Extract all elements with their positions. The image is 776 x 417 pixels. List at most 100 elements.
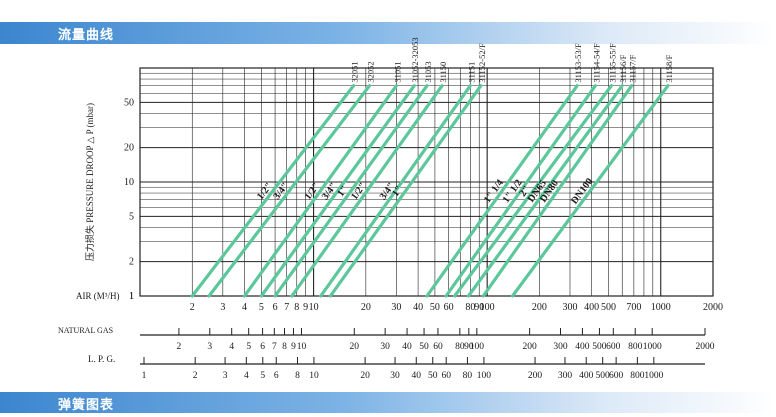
chart-grid: [139, 67, 714, 297]
series-line: [328, 84, 483, 298]
natural-gas-tick-label: 10: [297, 342, 307, 352]
series-line: [444, 84, 597, 298]
x-tick-label: 1: [129, 291, 134, 302]
x-tick-label: 90: [474, 302, 484, 313]
series-size-label: 1": [335, 184, 350, 199]
lpg-tick-label: 500: [596, 371, 611, 381]
x-tick-label: 100: [480, 302, 495, 313]
x-tick-label: 10: [309, 302, 319, 313]
x-tick-label: 200: [532, 302, 547, 313]
lpg-tick-label: 20: [360, 371, 370, 381]
lpg-tick-label: 300: [558, 371, 573, 381]
natural-gas-tick-label: 400: [575, 342, 590, 352]
lpg-tick-label: 2: [193, 371, 198, 381]
natural-gas-tick-label: 40: [402, 342, 412, 352]
natural-gas-tick-label: 2: [177, 342, 182, 352]
x-tick-label: 60: [444, 302, 454, 313]
series-line: [207, 84, 372, 298]
x-tick-label: 50: [430, 302, 440, 313]
y-tick-label: 1: [129, 291, 134, 302]
natural-gas-tick-label: 600: [606, 342, 621, 352]
lpg-tick-label: 800: [630, 371, 645, 381]
natural-gas-label: NATURAL GAS: [58, 326, 113, 335]
series-name-label: 31156/F: [618, 54, 628, 82]
x-tick-label: 40: [413, 302, 423, 313]
series-name-label: 31155-55/F: [607, 43, 617, 83]
x-tick-label: 2000: [703, 302, 723, 313]
natural-gas-tick-label: 6: [260, 342, 265, 352]
y-tick-label: 20: [124, 143, 134, 154]
lpg-tick-label: 400: [579, 371, 594, 381]
series-name-label: 32052: [366, 61, 376, 82]
series-size-label: 1": [390, 184, 405, 199]
natural-gas-tick-label: 5: [246, 342, 251, 352]
footer-band: 弹簧图表: [0, 392, 776, 413]
natural-gas-tick-label: 50: [419, 342, 429, 352]
header-band: 流量曲线: [0, 22, 776, 44]
natural-gas-tick-label: 90: [464, 342, 474, 352]
lpg-tick-label: 6: [274, 371, 279, 381]
y-tick-label: 50: [124, 97, 134, 108]
lpg-label: L. P. G.: [88, 354, 115, 364]
lpg-tick-label: 100: [477, 371, 492, 381]
series-name-label: 31154-54/F: [591, 43, 601, 83]
chart-series: [190, 84, 670, 298]
x-tick-label: 500: [601, 302, 616, 313]
series-name-label: 31158/F: [664, 54, 674, 82]
y-tick-label: 5: [129, 211, 134, 222]
series-name-label: 31052-32053: [410, 37, 420, 82]
x-tick-label: 30: [391, 302, 401, 313]
footer-title: 弹簧图表: [58, 398, 115, 413]
x-tick-label: 9: [303, 302, 308, 313]
natural-gas-tick-label: 800: [628, 342, 643, 352]
natural-gas-tick-label: 30: [380, 342, 390, 352]
natural-gas-tick-label: 4: [229, 342, 234, 352]
x-tick-label: 7: [284, 302, 289, 313]
x-tick-label: 20: [361, 302, 371, 313]
series-line: [453, 84, 614, 298]
series-name-label: 31051: [392, 61, 402, 82]
series-name-label: 31053: [423, 61, 433, 82]
natural-gas-tick-label: 200: [523, 342, 538, 352]
series-name-label: 31152-52/F: [477, 43, 487, 83]
lpg-tick-label: 200: [528, 371, 543, 381]
series-line: [466, 84, 624, 298]
x-tick-label: 80: [465, 302, 475, 313]
lpg-tick-label: 40: [412, 371, 422, 381]
series-name-label: 31157/F: [628, 54, 638, 82]
series-name-label: 31151: [466, 62, 476, 83]
natural-gas-tick-label: 60: [433, 342, 443, 352]
x-tick-label: 300: [562, 302, 577, 313]
lpg-tick-label: 30: [390, 371, 400, 381]
series-line: [190, 84, 356, 298]
x-tick-label: 400: [584, 302, 599, 313]
lpg-tick-label: 5: [260, 371, 265, 381]
natural-gas-tick-label: 20: [350, 342, 360, 352]
natural-gas-tick-label: 8: [282, 342, 287, 352]
series-name-label: 32051: [350, 61, 360, 82]
natural-gas-tick-label: 80: [455, 342, 465, 352]
series-line: [319, 84, 472, 298]
lpg-tick-label: 1000: [644, 371, 663, 381]
lpg-tick-label: 3: [223, 371, 228, 381]
chart-labels: 1 2 5 10 20 50 压力损失 PRESSURE DROOP △ P (mbar) A…: [58, 37, 723, 381]
y-tick-label: 10: [124, 177, 134, 188]
series-name-label: 31150: [438, 62, 448, 83]
lpg-tick-label: 4: [244, 371, 249, 381]
series-line: [242, 84, 399, 298]
lpg-tick-label: 600: [609, 371, 624, 381]
x-tick-label: 1000: [651, 302, 671, 313]
lpg-tick-label: 8: [295, 371, 300, 381]
natural-gas-tick-label: 300: [553, 342, 568, 352]
x-axis-label: AIR (M³/H): [76, 291, 119, 301]
natural-gas-tick-label: 500: [592, 342, 607, 352]
x-tick-label: 3: [220, 302, 225, 313]
series-line: [510, 84, 670, 298]
y-tick-label: 2: [129, 257, 134, 268]
x-tick-label: 8: [294, 302, 299, 313]
chart-axes: [140, 328, 706, 365]
lpg-tick-label: 80: [463, 371, 473, 381]
chart-title: 流量曲线: [58, 28, 115, 43]
natural-gas-tick-label: 7: [272, 342, 277, 352]
